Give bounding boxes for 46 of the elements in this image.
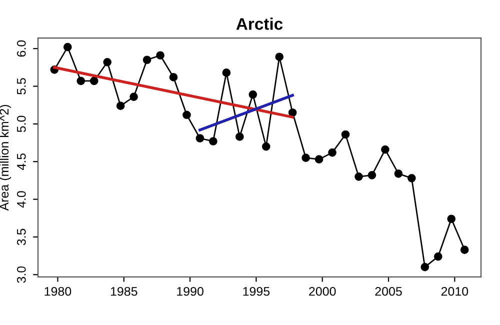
x-tick-label: 2000	[309, 286, 336, 296]
point	[302, 154, 310, 162]
point	[116, 102, 125, 110]
point	[354, 172, 363, 181]
point	[248, 90, 258, 99]
point	[394, 169, 403, 178]
point	[381, 145, 390, 154]
y-tick-label: 3.0	[16, 266, 26, 283]
x-tick-label: 1980	[44, 286, 72, 296]
point	[130, 92, 138, 101]
chart-title: Arctic	[236, 18, 283, 30]
point	[209, 137, 218, 146]
point	[328, 148, 336, 157]
point	[288, 108, 297, 117]
x-tick-label: 1995	[243, 286, 270, 296]
point	[447, 214, 456, 224]
point	[196, 134, 204, 142]
point	[156, 51, 164, 60]
point	[460, 246, 469, 254]
point	[420, 262, 430, 272]
point	[90, 76, 98, 86]
x-tick-label: 1990	[177, 286, 204, 296]
point	[103, 58, 112, 66]
x-tick-label: 1985	[110, 286, 138, 296]
point	[142, 56, 152, 64]
y-tick-label: 3.5	[16, 228, 26, 246]
point	[63, 42, 72, 52]
y-tick-label: 5.5	[17, 78, 26, 94]
point	[314, 155, 324, 164]
point	[368, 171, 376, 180]
point	[341, 130, 350, 139]
y-tick-label: 5.0	[16, 116, 26, 132]
x-tick-label: 2010	[441, 286, 468, 296]
y-tick-label: 4.5	[17, 153, 26, 170]
point	[434, 252, 442, 261]
y-tick-label: 4.0	[16, 191, 26, 208]
point	[275, 52, 284, 62]
point	[235, 132, 244, 141]
y-tick-label: 6.0	[16, 40, 26, 57]
point	[262, 142, 270, 151]
point	[222, 68, 231, 77]
point	[182, 110, 191, 120]
point	[408, 174, 416, 182]
x-tick-label: 2005	[375, 286, 402, 296]
point	[169, 73, 178, 82]
point	[76, 76, 86, 86]
